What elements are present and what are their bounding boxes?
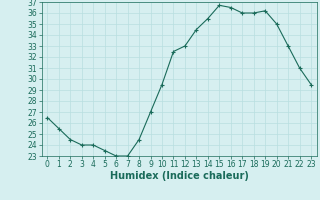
X-axis label: Humidex (Indice chaleur): Humidex (Indice chaleur) — [110, 171, 249, 181]
